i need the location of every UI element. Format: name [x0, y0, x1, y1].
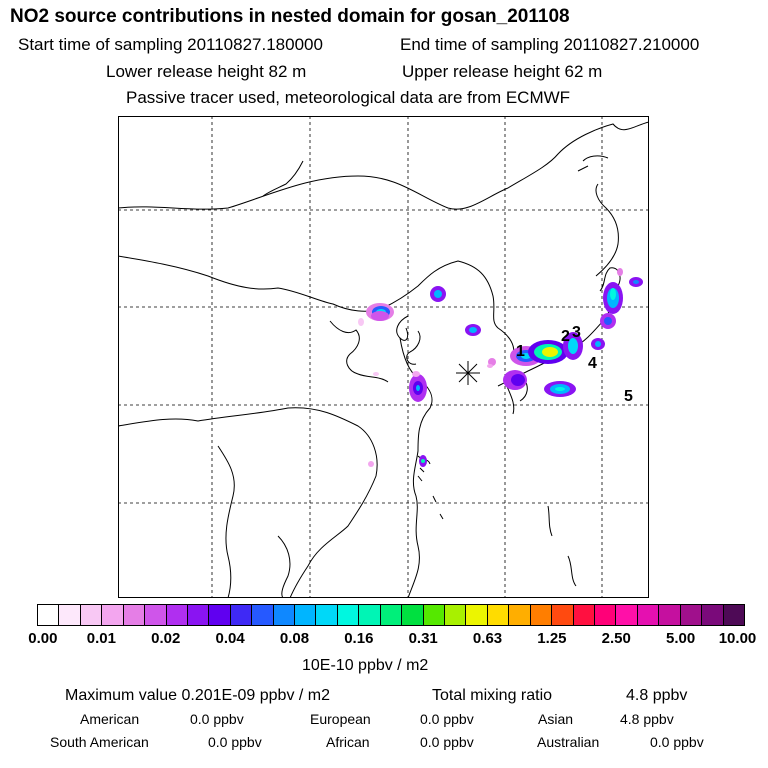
colorbar-swatch — [80, 605, 103, 625]
colorbar-swatch — [530, 605, 553, 625]
colorbar-swatch — [273, 605, 296, 625]
region-value-european: 0.0 ppbv — [420, 711, 474, 727]
start-time-label: Start time of sampling 20110827.180000 — [18, 35, 323, 54]
colorbar-tick-label: 5.00 — [666, 630, 696, 647]
region-value-american: 0.0 ppbv — [190, 711, 244, 727]
region-name-american: American — [80, 711, 140, 727]
colorbar-swatch — [680, 605, 703, 625]
region-value-asian: 4.8 ppbv — [620, 711, 674, 727]
concentration-field — [358, 268, 643, 467]
region-name-european: European — [310, 711, 371, 727]
colorbar-swatch — [230, 605, 253, 625]
region-name-south-american: South American — [50, 734, 149, 750]
colorbar-swatch — [102, 605, 124, 625]
region-name-african: African — [326, 734, 370, 750]
total-mixing-value: 4.8 ppbv — [626, 687, 688, 704]
colorbar — [37, 604, 745, 626]
colorbar-swatch — [59, 605, 81, 625]
colorbar-swatch — [145, 605, 167, 625]
colorbar-swatch — [702, 605, 724, 625]
colorbar-tick-label: 0.08 — [279, 630, 310, 647]
colorbar-tick-label: 0.01 — [86, 630, 116, 647]
coastlines — [118, 121, 649, 598]
colorbar-swatch — [445, 605, 467, 625]
colorbar-swatch — [637, 605, 660, 625]
colorbar-tick-label: 0.02 — [151, 630, 181, 647]
lower-height-label: Lower release height 82 m — [106, 62, 307, 81]
receptor-marker — [456, 361, 480, 385]
colorbar-tick-label: 10.00 — [718, 630, 757, 647]
colorbar-swatch — [423, 605, 446, 625]
source-marker-2: 2 — [561, 328, 570, 345]
region-value-south-american: 0.0 ppbv — [208, 734, 262, 750]
colorbar-swatch — [316, 605, 338, 625]
colorbar-swatch — [594, 605, 617, 625]
end-time-label: End time of sampling 20110827.210000 — [400, 35, 700, 54]
colorbar-tick-label: 0.00 — [28, 630, 58, 647]
colorbar-swatch — [552, 605, 574, 625]
colorbar-tick-label: 2.50 — [601, 630, 631, 647]
map-panel: 1 2 3 4 5 — [118, 116, 649, 598]
colorbar-swatch — [659, 605, 681, 625]
colorbar-swatch — [187, 605, 210, 625]
colorbar-swatch — [402, 605, 424, 625]
colorbar-tick-label: 0.04 — [215, 630, 245, 647]
region-name-asian: Asian — [538, 711, 574, 727]
colorbar-swatch — [509, 605, 531, 625]
colorbar-swatch — [723, 605, 744, 625]
tracer-note: Passive tracer used, meteorological data… — [126, 88, 571, 107]
region-name-australian: Australian — [537, 734, 600, 750]
total-mixing-label: Total mixing ratio — [432, 687, 553, 704]
colorbar-swatch — [487, 605, 510, 625]
colorbar-swatch — [616, 605, 638, 625]
colorbar-swatch — [38, 605, 60, 625]
region-value-australian: 0.0 ppbv — [650, 734, 704, 750]
colorbar-swatch — [123, 605, 146, 625]
source-marker-5: 5 — [624, 388, 633, 405]
upper-height-label: Upper release height 62 m — [402, 62, 603, 81]
colorbar-tick-label: 0.63 — [472, 630, 503, 647]
colorbar-swatch — [166, 605, 188, 625]
colorbar-swatch — [295, 605, 317, 625]
colorbar-swatch — [252, 605, 274, 625]
colorbar-tick-label: 0.16 — [344, 630, 374, 647]
colorbar-swatch — [573, 605, 595, 625]
maximum-value: Maximum value 0.201E-09 ppbv / m2 — [65, 687, 331, 704]
colorbar-unit: 10E-10 ppbv / m2 — [302, 657, 429, 674]
source-marker-3: 3 — [572, 324, 581, 341]
colorbar-swatch — [359, 605, 381, 625]
source-marker-4: 4 — [588, 355, 597, 372]
colorbar-tick-label: 0.31 — [408, 630, 438, 647]
colorbar-swatch — [337, 605, 360, 625]
map-title: NO2 source contributions in nested domai… — [10, 6, 570, 27]
colorbar-swatch — [380, 605, 403, 625]
colorbar-swatch — [466, 605, 488, 625]
colorbar-tick-label: 1.25 — [537, 630, 567, 647]
region-value-african: 0.0 ppbv — [420, 734, 474, 750]
source-marker-1: 1 — [516, 343, 525, 360]
colorbar-swatch — [209, 605, 231, 625]
